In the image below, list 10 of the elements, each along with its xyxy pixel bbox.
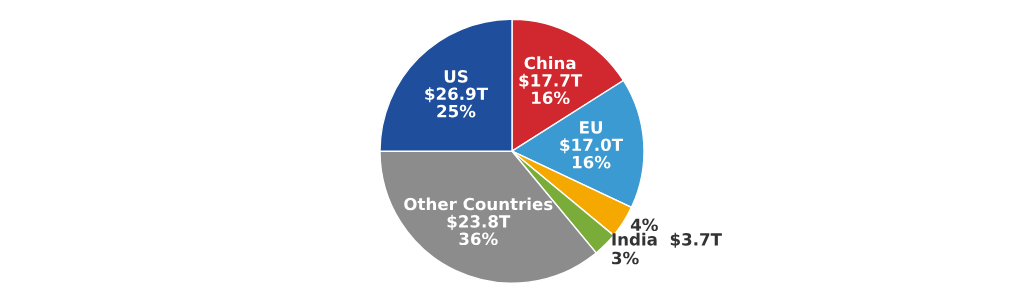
slice-label: US	[444, 70, 468, 83]
slice-label: India $3.7T 3%	[612, 232, 722, 265]
data-label: 4%	[630, 218, 658, 232]
slice-label: Other Countries	[404, 197, 553, 211]
data-label: $23.8T 36%	[447, 214, 511, 246]
slice-label: China	[524, 56, 576, 70]
data-label: $17.7T 16%	[519, 73, 583, 105]
data-label: $17.0T 16%	[560, 138, 623, 169]
data-label: $26.9T 25%	[425, 87, 488, 118]
slice-label: EU	[580, 121, 602, 134]
